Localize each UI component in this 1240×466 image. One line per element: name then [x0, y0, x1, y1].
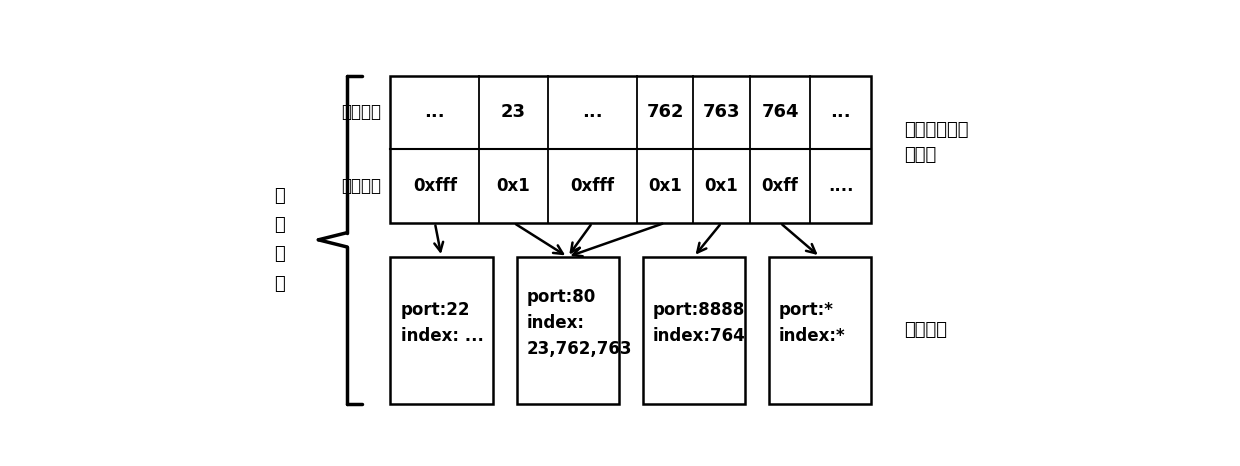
Text: 规则序号: 规则序号 — [341, 103, 381, 122]
Bar — [517, 257, 619, 404]
Text: 序号（哈希）
索引表: 序号（哈希） 索引表 — [905, 121, 970, 164]
Text: 字段指针: 字段指针 — [341, 177, 381, 195]
Bar — [769, 257, 870, 404]
Text: 763: 763 — [703, 103, 740, 122]
Text: 0x1: 0x1 — [649, 177, 682, 195]
Text: 端口信息: 端口信息 — [905, 322, 947, 339]
Text: port:80
index:
23,762,763: port:80 index: 23,762,763 — [527, 288, 632, 358]
Text: port:*
index:*: port:* index:* — [779, 301, 846, 345]
Text: ....: .... — [828, 177, 853, 195]
Text: 0xfff: 0xfff — [570, 177, 614, 195]
Bar — [391, 257, 492, 404]
Text: ...: ... — [582, 103, 603, 122]
Text: ...: ... — [424, 103, 445, 122]
Text: 0x1: 0x1 — [704, 177, 739, 195]
Text: 23: 23 — [501, 103, 526, 122]
Text: ...: ... — [831, 103, 851, 122]
Text: 762: 762 — [646, 103, 683, 122]
Text: port:8888
index:764: port:8888 index:764 — [653, 301, 745, 345]
Bar — [391, 75, 870, 223]
Bar — [642, 257, 745, 404]
Text: 0xff: 0xff — [761, 177, 799, 195]
Text: port:22
index: ...: port:22 index: ... — [401, 301, 484, 345]
Text: 764: 764 — [761, 103, 799, 122]
Text: 0xfff: 0xfff — [413, 177, 456, 195]
Text: 端
口
字
段: 端 口 字 段 — [274, 187, 285, 293]
Text: 0x1: 0x1 — [497, 177, 531, 195]
